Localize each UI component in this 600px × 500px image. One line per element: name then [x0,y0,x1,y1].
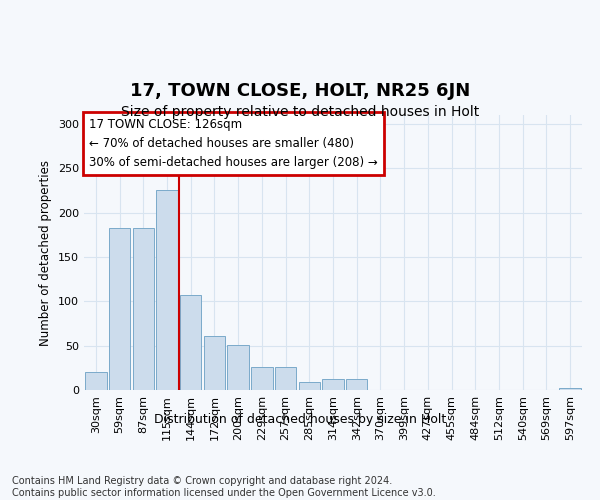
Text: Distribution of detached houses by size in Holt: Distribution of detached houses by size … [154,412,446,426]
Text: 17, TOWN CLOSE, HOLT, NR25 6JN: 17, TOWN CLOSE, HOLT, NR25 6JN [130,82,470,100]
Bar [251,367,272,390]
Bar [109,228,130,390]
Bar [346,380,367,390]
Bar [322,380,344,390]
Bar [559,388,581,390]
Text: Contains HM Land Registry data © Crown copyright and database right 2024.
Contai: Contains HM Land Registry data © Crown c… [12,476,436,498]
Text: 17 TOWN CLOSE: 126sqm
← 70% of detached houses are smaller (480)
30% of semi-det: 17 TOWN CLOSE: 126sqm ← 70% of detached … [89,118,378,169]
Text: Size of property relative to detached houses in Holt: Size of property relative to detached ho… [121,105,479,119]
Bar [204,336,225,390]
Bar [133,228,154,390]
Bar [299,382,320,390]
Bar [227,345,249,390]
Bar [180,295,202,390]
Bar [157,190,178,390]
Y-axis label: Number of detached properties: Number of detached properties [40,160,52,346]
Bar [85,372,107,390]
Bar [275,367,296,390]
